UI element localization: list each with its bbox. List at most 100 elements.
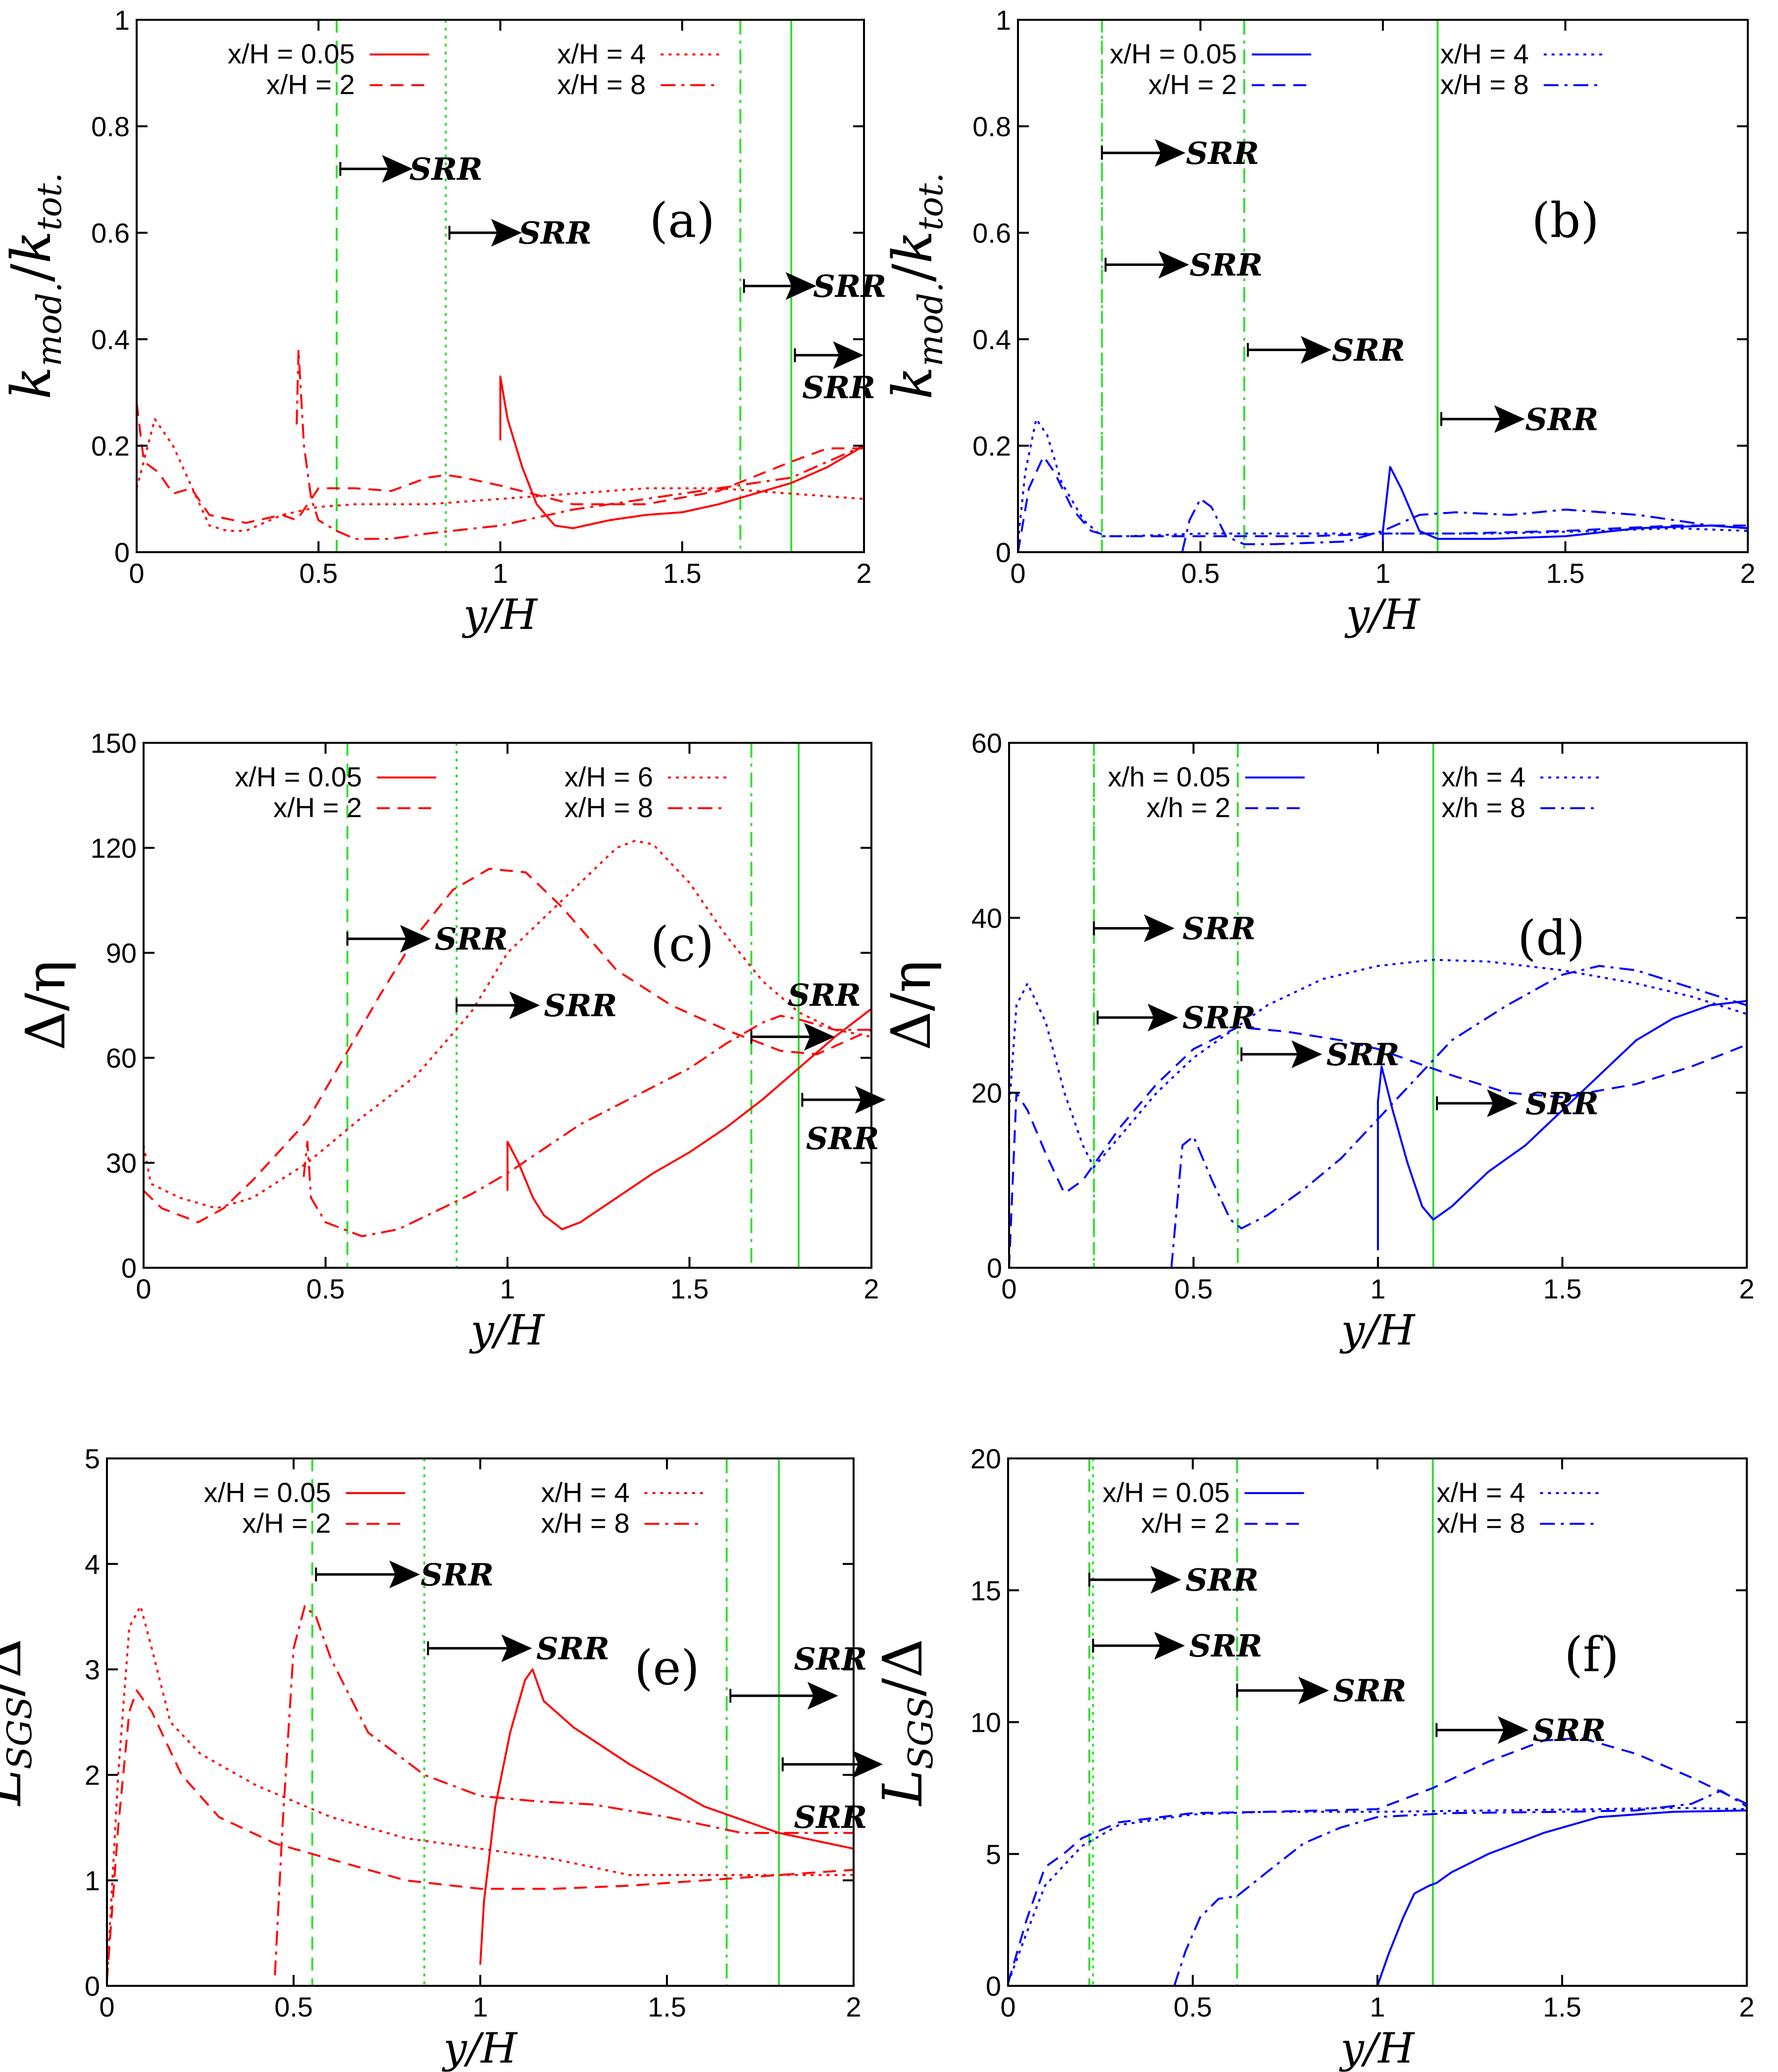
legend-entry-label: x/H = 0.05 (1110, 38, 1237, 69)
srr-arrow-head (1158, 251, 1189, 279)
srr-arrow-head (1291, 1040, 1322, 1068)
x-tick-label: 0.5 (306, 1273, 345, 1304)
srr-arrow-head (382, 155, 413, 183)
srr-label: SRR (536, 1630, 610, 1666)
legend: x/h = 0.05x/h = 2 x/h = 4x/h = 8 (1108, 761, 1600, 823)
srr-label: SRR (1333, 1673, 1406, 1709)
y-tick-label: 1 (996, 4, 1011, 36)
x-tick-label: 1 (472, 1991, 488, 2022)
legend-entry-label: x/h = 2 (1146, 792, 1230, 823)
x-tick-label: 2 (1739, 1273, 1754, 1304)
legend-entry-label: x/h = 0.05 (1108, 761, 1230, 792)
series-line-4 (1170, 965, 1747, 1268)
srr-label: SRR (1525, 401, 1598, 437)
srr-label: SRR (1186, 135, 1259, 171)
legend: x/H = 0.05x/H = 2 x/H = 4x/H = 8 (228, 38, 720, 100)
x-tick-label: 0.5 (1174, 1273, 1213, 1304)
chart-panel-e: 0 0.5 1 1.5 2 0 1 2 3 4 5 y/H LSGS/Δ SRR SRR SRR SRR (e) x… (0, 1443, 883, 2072)
series-line-4 (296, 349, 864, 540)
x-tick-label: 0 (1010, 558, 1025, 589)
y-tick-label: 0 (114, 537, 130, 568)
srr-label: SRR (788, 977, 861, 1013)
y-tick-label: 0.8 (972, 111, 1011, 142)
series-line-1 (1376, 1809, 1747, 1986)
srr-label: SRR (420, 1556, 494, 1593)
srr-arrow-head (400, 925, 431, 953)
series-line-2 (1018, 455, 1748, 552)
x-axis-label: y/H (1339, 1306, 1416, 1354)
srr-arrow-head (1144, 914, 1175, 942)
legend-entry-label: x/H = 4 (557, 38, 646, 69)
panel-label: (e) (634, 1640, 700, 1696)
x-tick-label: 0.5 (299, 558, 338, 589)
x-tick-label: 1.5 (648, 1991, 686, 2022)
chart-panel-d: 0 0.5 1 1.5 20204060y/HΔ/ηSRRSRRSRRSRR(d)x/h… (879, 727, 1755, 1354)
legend-entry-label: x/h = 4 (1441, 761, 1525, 792)
x-tick-label: 0.5 (1173, 1991, 1212, 2022)
srr-arrow-head (1150, 1565, 1181, 1594)
y-tick-label: 30 (106, 1147, 137, 1179)
x-tick-label: 1 (1370, 1273, 1385, 1304)
srr-arrow-head (491, 219, 522, 247)
legend-entry-label: x/H = 0.05 (235, 761, 362, 792)
y-tick-label: 60 (971, 727, 1002, 759)
x-tick-label: 2 (1740, 558, 1755, 589)
legend: x/H = 0.05x/H = 2 x/H = 4x/H = 8 (1103, 1477, 1600, 1539)
srr-arrow-head (785, 272, 816, 300)
series-line-3 (1008, 1807, 1747, 1984)
y-axis-label: kmod./ktot. (881, 172, 951, 399)
srr-arrow-head (1155, 139, 1186, 167)
srr-label: SRR (1532, 1712, 1606, 1748)
x-axis-label: y/H (1338, 2024, 1415, 2072)
legend-entry-label: x/H = 2 (273, 792, 362, 823)
panel-label: (c) (650, 917, 714, 972)
y-tick-label: 0 (987, 1252, 1002, 1284)
y-tick-label: 150 (91, 727, 137, 759)
x-tick-label: 0 (1001, 1273, 1016, 1304)
chart-panel-a: 0 0.5 1 1.5 200.20.40.60.81y/Hkmod./ktot.SRR… (0, 4, 886, 639)
x-tick-label: 1.5 (663, 558, 702, 589)
srr-arrow-head (389, 1560, 420, 1589)
series-line-1 (479, 1668, 854, 1965)
y-tick-label: 20 (970, 1443, 1001, 1474)
y-tick-label: 40 (971, 902, 1002, 933)
srr-label: SRR (813, 268, 886, 305)
y-tick-label: 0.2 (91, 430, 130, 462)
legend-entry-label: x/H = 2 (266, 69, 355, 100)
srr-label: SRR (1182, 911, 1256, 947)
y-tick-label: 1 (85, 1865, 100, 1896)
srr-label: SRR (518, 215, 592, 251)
srr-label: SRR (1525, 1086, 1599, 1122)
x-axis-label: y/H (468, 1306, 545, 1354)
legend-entry-label: x/H = 4 (1440, 38, 1529, 69)
x-tick-label: 0.5 (274, 1991, 313, 2022)
srr-label: SRR (1185, 1562, 1259, 1598)
srr-label: SRR (1189, 1628, 1263, 1664)
series-line-1 (1377, 1000, 1747, 1250)
x-tick-label: 2 (856, 558, 871, 589)
chart-panel-c: 0 0.5 1 1.5 2 0 30 60 90 120 150 y/H Δ/η SRR SRR SRR SRR… (14, 727, 886, 1354)
legend: x/H = 0.05x/H = 2 x/H = 4x/H = 8 (204, 1477, 704, 1539)
y-axis-label: Δ/η (879, 960, 943, 1050)
srr-label: SRR (1182, 1000, 1256, 1036)
srr-arrow-head (509, 991, 540, 1019)
x-tick-label: 1.5 (1543, 1991, 1581, 2022)
y-tick-label: 0.4 (972, 324, 1011, 355)
y-tick-label: 0 (986, 1970, 1001, 2002)
plot-frame (1017, 19, 1749, 553)
y-tick-label: 0 (996, 537, 1011, 568)
x-tick-label: 1 (1370, 1991, 1385, 2022)
series-line-1 (507, 1008, 871, 1231)
legend-entry-label: x/H = 8 (541, 1507, 630, 1539)
legend-entry-label: x/H = 4 (541, 1477, 630, 1508)
series-line-3 (1018, 418, 1748, 542)
legend-entry-label: x/H = 2 (242, 1507, 331, 1539)
legend-entry-label: x/H = 6 (564, 761, 653, 792)
x-tick-label: 0 (136, 1273, 151, 1304)
srr-arrow-head (1301, 336, 1332, 364)
y-tick-label: 3 (85, 1654, 100, 1685)
y-tick-label: 2 (85, 1760, 100, 1791)
panel-label: (f) (1564, 1627, 1619, 1682)
srr-arrow-head (1154, 1632, 1185, 1660)
